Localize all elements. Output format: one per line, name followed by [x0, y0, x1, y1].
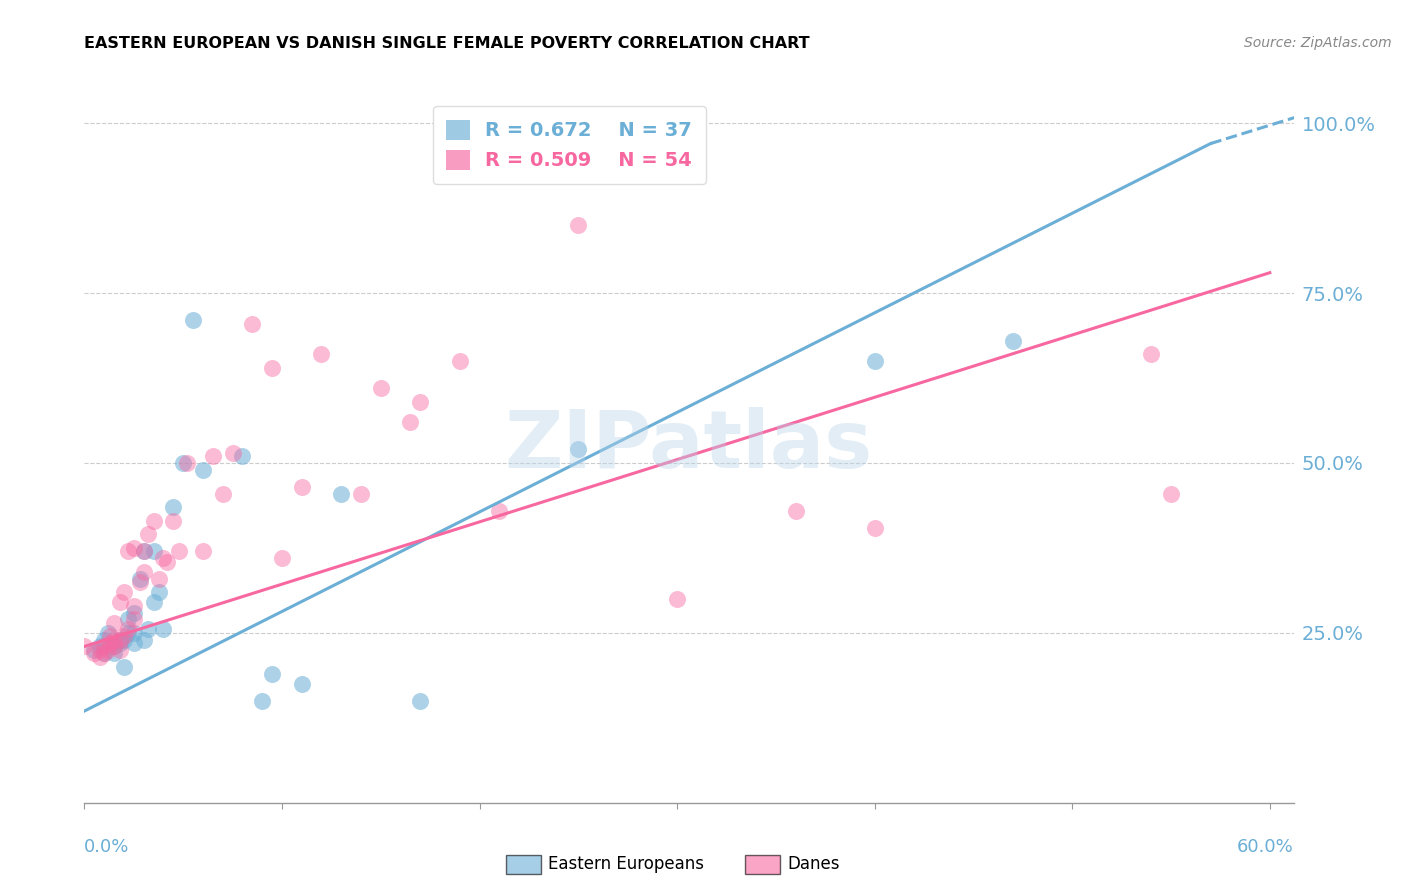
Point: [156, 555, 179, 569]
Point: [167, 544, 190, 558]
Point: [108, 636, 131, 650]
Point: [103, 640, 125, 654]
Point: [142, 544, 165, 558]
Point: [122, 636, 145, 650]
Point: [103, 615, 125, 630]
Point: [311, 347, 333, 361]
Point: [201, 449, 224, 463]
Point: [122, 626, 145, 640]
Point: [89, 643, 111, 657]
Point: [148, 572, 170, 586]
Point: [132, 632, 155, 647]
Point: [132, 565, 155, 579]
Point: [567, 442, 589, 457]
Point: [785, 503, 807, 517]
Point: [108, 632, 131, 647]
Point: [152, 623, 174, 637]
Point: [93, 632, 115, 647]
Point: [83, 646, 105, 660]
Point: [399, 415, 422, 429]
Point: [1160, 486, 1182, 500]
Point: [132, 544, 155, 558]
Point: [162, 500, 184, 515]
Point: [260, 666, 283, 681]
Text: 0.0%: 0.0%: [84, 838, 129, 856]
Point: [191, 463, 214, 477]
Point: [108, 632, 131, 647]
Point: [112, 629, 135, 643]
Text: 60.0%: 60.0%: [1237, 838, 1294, 856]
Point: [122, 599, 145, 613]
Point: [221, 446, 243, 460]
Point: [103, 640, 125, 654]
Point: [93, 646, 115, 660]
Point: [122, 606, 145, 620]
Text: EASTERN EUROPEAN VS DANISH SINGLE FEMALE POVERTY CORRELATION CHART: EASTERN EUROPEAN VS DANISH SINGLE FEMALE…: [84, 36, 810, 51]
Point: [291, 480, 314, 494]
Point: [117, 544, 139, 558]
Point: [132, 544, 155, 558]
Point: [211, 486, 233, 500]
Point: [409, 694, 432, 708]
Point: [112, 585, 135, 599]
Point: [191, 544, 214, 558]
Point: [1140, 347, 1163, 361]
Point: [97, 643, 120, 657]
Point: [136, 623, 159, 637]
Point: [350, 486, 373, 500]
Point: [148, 585, 170, 599]
Point: [98, 629, 121, 643]
Point: [122, 541, 145, 555]
Point: [863, 520, 886, 534]
Point: [250, 694, 273, 708]
Point: [93, 646, 115, 660]
Point: [666, 591, 689, 606]
Point: [449, 354, 471, 368]
Point: [142, 514, 165, 528]
Point: [117, 612, 139, 626]
Point: [271, 551, 294, 566]
Point: [128, 572, 150, 586]
Point: [108, 595, 131, 609]
Point: [176, 456, 198, 470]
Point: [73, 640, 96, 654]
Point: [142, 595, 165, 609]
Point: [162, 514, 184, 528]
Point: [97, 626, 120, 640]
Point: [103, 646, 125, 660]
Point: [291, 677, 314, 691]
Point: [1001, 334, 1024, 348]
Point: [409, 394, 432, 409]
Point: [89, 649, 111, 664]
Point: [181, 313, 204, 327]
Point: [89, 640, 111, 654]
Point: [93, 640, 115, 654]
Point: [370, 381, 392, 395]
Point: [83, 643, 105, 657]
Point: [152, 551, 174, 566]
Point: [112, 660, 135, 674]
Point: [117, 626, 139, 640]
Point: [240, 317, 263, 331]
Point: [108, 643, 131, 657]
Point: [863, 354, 886, 368]
Point: [172, 456, 194, 470]
Text: Danes: Danes: [787, 855, 839, 873]
Point: [122, 612, 145, 626]
Point: [488, 503, 510, 517]
Point: [98, 636, 121, 650]
Point: [136, 527, 159, 541]
Legend: R = 0.672    N = 37, R = 0.509    N = 54: R = 0.672 N = 37, R = 0.509 N = 54: [433, 106, 706, 184]
Point: [260, 360, 283, 375]
Point: [330, 486, 353, 500]
Point: [567, 218, 589, 232]
Point: [231, 449, 253, 463]
Point: [112, 632, 135, 647]
Point: [117, 623, 139, 637]
Text: Eastern Europeans: Eastern Europeans: [548, 855, 704, 873]
Point: [128, 574, 150, 589]
Text: Source: ZipAtlas.com: Source: ZipAtlas.com: [1244, 36, 1392, 50]
Text: ZIPatlas: ZIPatlas: [505, 407, 873, 485]
Point: [103, 632, 125, 647]
